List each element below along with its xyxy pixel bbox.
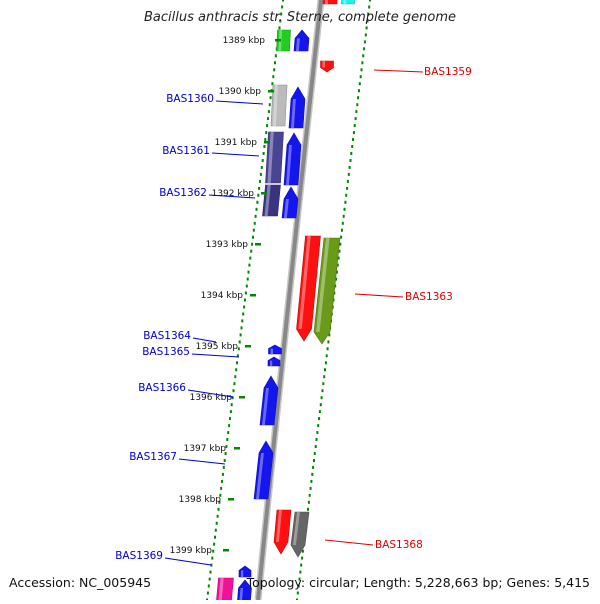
gene-label-bas1368[interactable]: BAS1368 <box>324 539 423 551</box>
kbp-tick-mark <box>275 39 281 42</box>
gene-feature-blue-1391[interactable] <box>283 132 302 186</box>
svg-text:BAS1366: BAS1366 <box>138 382 186 394</box>
kbp-tick-label: 1395 kbp <box>196 342 239 352</box>
dotted-scale-rings <box>206 0 371 600</box>
svg-text:BAS1361: BAS1361 <box>162 145 210 157</box>
svg-text:BAS1360: BAS1360 <box>166 93 214 105</box>
gene-feature-red-1398[interactable] <box>273 509 292 555</box>
kbp-tick-mark <box>268 90 274 93</box>
genome-backbone <box>254 0 325 601</box>
gene-label-bas1359[interactable]: BAS1359 <box>373 66 472 78</box>
kbp-tick-label: 1389 kbp <box>223 36 266 46</box>
genome-title: Bacillus anthracis str. Sterne, complete… <box>144 10 456 25</box>
accession-text: Accession: NC_005945 <box>9 575 152 590</box>
kbp-tick-label: 1392 kbp <box>212 189 255 199</box>
gene-feature-pink-1399[interactable] <box>216 577 234 601</box>
gene-feature-blue-1395a[interactable] <box>268 344 282 355</box>
svg-text:BAS1368: BAS1368 <box>375 539 423 551</box>
gene-feature-red-1393[interactable] <box>296 235 321 342</box>
gene-feature-blue-1397[interactable] <box>253 440 274 500</box>
inner-dotted-ring <box>206 0 284 600</box>
kbp-tick-mark <box>234 447 240 450</box>
gene-feature-blue-1399a[interactable] <box>238 565 252 578</box>
gene-label-bas1367[interactable]: BAS1367 <box>129 451 226 465</box>
gene-features <box>216 0 355 601</box>
gene-feature-top-red[interactable] <box>322 0 338 5</box>
kbp-tick-label: 1396 kbp <box>190 393 233 403</box>
svg-text:BAS1362: BAS1362 <box>159 187 207 199</box>
gene-label-bas1365[interactable]: BAS1365 <box>142 346 240 358</box>
svg-text:BAS1359: BAS1359 <box>424 66 472 78</box>
kbp-tick-label: 1390 kbp <box>219 87 262 97</box>
gene-labels: BAS1359 BAS1360 BAS1361 BAS1362 BAS1363 BAS13… <box>115 66 472 566</box>
gene-label-bas1362[interactable]: BAS1362 <box>159 187 256 199</box>
svg-text:BAS1365: BAS1365 <box>142 346 190 358</box>
gene-feature-grey-1398[interactable] <box>290 511 310 558</box>
gene-feature-green[interactable] <box>276 29 291 52</box>
svg-text:BAS1363: BAS1363 <box>405 291 453 303</box>
gene-feature-red-small[interactable] <box>320 60 334 73</box>
kbp-tick-mark <box>250 294 256 297</box>
gene-feature-blue-1395b[interactable] <box>267 356 281 367</box>
kbp-tick-label: 1397 kbp <box>184 444 227 454</box>
gene-label-bas1360[interactable]: BAS1360 <box>166 93 264 105</box>
kbp-tick-label: 1398 kbp <box>179 495 222 505</box>
gene-feature-blue-1396[interactable] <box>259 375 279 426</box>
kbp-tick-label: 1399 kbp <box>170 546 213 556</box>
genome-summary-text: Topology: circular; Length: 5,228,663 bp… <box>246 575 590 590</box>
gene-label-bas1366[interactable]: BAS1366 <box>138 382 234 398</box>
gene-label-bas1364[interactable]: BAS1364 <box>143 330 217 343</box>
svg-text:BAS1369: BAS1369 <box>115 550 163 562</box>
gene-label-bas1369[interactable]: BAS1369 <box>115 550 212 566</box>
gene-feature-olive-1393[interactable] <box>313 237 341 345</box>
gene-label-bas1361[interactable]: BAS1361 <box>162 145 260 157</box>
kbp-tick-mark <box>255 243 261 246</box>
svg-text:BAS1367: BAS1367 <box>129 451 177 463</box>
kbp-tick-mark <box>223 549 229 552</box>
kbp-tick-mark <box>239 396 245 399</box>
gene-feature-blue-1392[interactable] <box>281 186 299 219</box>
gene-feature-purple-1391[interactable] <box>265 131 284 184</box>
kbp-scale: 1389 kbp 1390 kbp 1391 kbp 1392 kbp 1393 kbp… <box>170 36 281 556</box>
gene-feature-grey-1390[interactable] <box>270 84 288 127</box>
kbp-tick-mark <box>261 192 267 195</box>
gene-feature-blue-1390[interactable] <box>288 86 306 129</box>
gene-label-bas1363[interactable]: BAS1363 <box>354 291 453 303</box>
gene-feature-top-cyan[interactable] <box>341 0 355 5</box>
gene-feature-blue-1389[interactable] <box>293 29 310 52</box>
kbp-tick-label: 1394 kbp <box>201 291 244 301</box>
kbp-tick-mark <box>264 141 270 144</box>
kbp-tick-mark <box>245 345 251 348</box>
gene-feature-purple-1392[interactable] <box>262 184 281 217</box>
kbp-tick-mark <box>228 498 234 501</box>
kbp-tick-label: 1393 kbp <box>206 240 249 250</box>
backbone-line <box>256 0 323 601</box>
kbp-tick-label: 1391 kbp <box>215 138 258 148</box>
svg-text:BAS1364: BAS1364 <box>143 330 191 342</box>
